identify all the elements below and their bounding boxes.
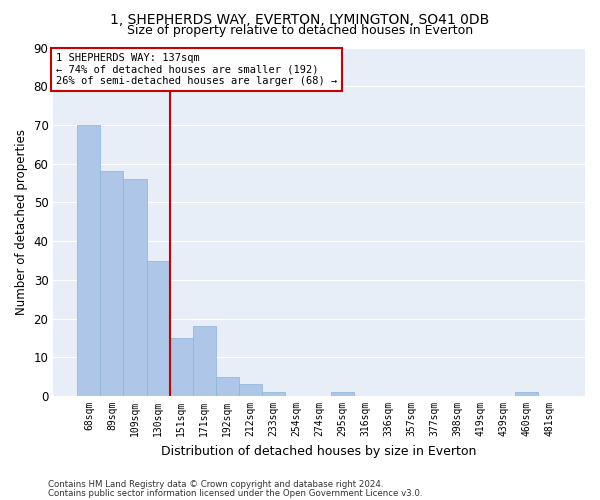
Bar [515,392,538,396]
Bar [100,172,124,396]
Bar [331,392,353,396]
Text: Contains HM Land Registry data © Crown copyright and database right 2024.: Contains HM Land Registry data © Crown c… [48,480,383,489]
Bar [193,326,215,396]
Y-axis label: Number of detached properties: Number of detached properties [15,129,28,315]
Bar [239,384,262,396]
Text: Contains public sector information licensed under the Open Government Licence v3: Contains public sector information licen… [48,488,422,498]
Bar [124,179,146,396]
Bar [146,260,170,396]
Text: 1 SHEPHERDS WAY: 137sqm
← 74% of detached houses are smaller (192)
26% of semi-d: 1 SHEPHERDS WAY: 137sqm ← 74% of detache… [56,52,337,86]
Text: 1, SHEPHERDS WAY, EVERTON, LYMINGTON, SO41 0DB: 1, SHEPHERDS WAY, EVERTON, LYMINGTON, SO… [110,12,490,26]
Text: Size of property relative to detached houses in Everton: Size of property relative to detached ho… [127,24,473,37]
Bar [262,392,284,396]
X-axis label: Distribution of detached houses by size in Everton: Distribution of detached houses by size … [161,444,477,458]
Bar [170,338,193,396]
Bar [215,376,239,396]
Bar [77,125,100,396]
